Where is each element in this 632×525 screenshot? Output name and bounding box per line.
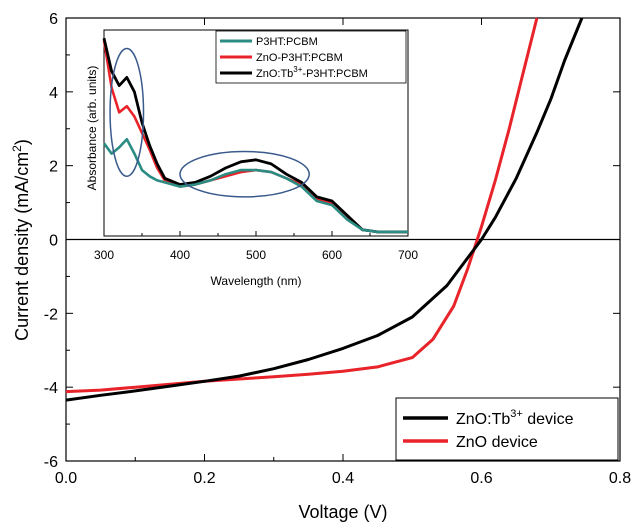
y-tick-label-4: 4: [49, 85, 58, 102]
x-tick-label-0-0: 0.0: [55, 470, 77, 487]
legend-tb-device-tail: device: [523, 411, 574, 428]
x-axis-label: Voltage (V): [298, 502, 387, 522]
inset-x-axis-label: Wavelength (nm): [211, 274, 302, 288]
legend-label-tb-device: ZnO:Tb3+ device: [456, 408, 574, 428]
inset-series-p3ht-pcbm: [102, 137, 408, 234]
inset-legend-tb-main: ZnO:Tb: [256, 68, 293, 80]
inset-y-axis-label: Absorbance (arb. units): [85, 66, 99, 191]
y-tick-label-2: -2: [44, 306, 58, 323]
inset-legend-label-p3ht: P3HT:PCBM: [256, 36, 318, 48]
inset-chart: 300 400 500 600 700 Wavelength (nm) Absorban…: [85, 29, 418, 288]
x-tick-label-0-4: 0.4: [332, 470, 354, 487]
inset-annotation-ellipse-1: [109, 47, 145, 178]
inset-legend-tb-tail: -P3HT:PCBM: [302, 68, 367, 80]
y-tick-label-6: 6: [49, 11, 58, 28]
legend-label-zno-device: ZnO device: [456, 434, 538, 451]
main-series-lines: [65, 17, 584, 402]
y-tick-label-2: 2: [49, 159, 58, 176]
series-line-zno-device: [65, 17, 539, 394]
y-axis-label-close: ): [12, 139, 32, 145]
inset-legend: P3HT:PCBM ZnO-P3HT:PCBM ZnO:Tb3+-P3HT:PC…: [215, 30, 407, 84]
y-tick-label-6: -6: [44, 454, 58, 471]
x-tick-label-0-6: 0.6: [470, 470, 492, 487]
x-tick-label-0-8: 0.8: [609, 470, 631, 487]
legend-tb-device-main: ZnO:Tb: [456, 411, 510, 428]
inset-x-tick-label-600: 600: [322, 248, 342, 262]
inset-x-tick-label-400: 400: [170, 248, 190, 262]
inset-x-tick-label-500: 500: [246, 248, 266, 262]
inset-tick-labels: 300 400 500 600 700: [94, 248, 418, 262]
y-axis-label-sup: 2: [10, 145, 24, 152]
series-line-zno-tb-device: [65, 17, 584, 402]
main-legend: ZnO:Tb3+ device ZnO device: [395, 397, 619, 461]
main-axis-ticks: [65, 17, 621, 462]
inset-annotation-ellipses: [109, 47, 310, 198]
y-tick-label-0: 0: [49, 233, 58, 250]
inset-x-tick-label-300: 300: [94, 248, 114, 262]
inset-legend-tb-sup: 3+: [293, 65, 302, 74]
main-legend-box: [395, 397, 619, 461]
y-tick-label-4: -4: [44, 380, 58, 397]
x-tick-label-0-2: 0.2: [193, 470, 215, 487]
inset-series-zno-p3ht-pcbm: [102, 40, 408, 234]
y-axis-label: Current density (mA/cm2): [10, 139, 32, 341]
inset-annotation-ellipse-2: [179, 150, 310, 198]
inset-series-lines: [102, 37, 408, 234]
y-axis-label-main: Current density (mA/cm: [12, 152, 32, 341]
inset-legend-label-zno: ZnO-P3HT:PCBM: [256, 52, 343, 64]
legend-tb-device-sup: 3+: [510, 408, 523, 420]
inset-x-tick-label-700: 700: [398, 248, 418, 262]
inset-series-zno-tb-p3ht-pcbm: [102, 37, 408, 234]
inset-legend-label-tb: ZnO:Tb3+-P3HT:PCBM: [256, 65, 368, 80]
inset-axis-ticks: [103, 231, 409, 236]
main-tick-labels: 0.0 0.2 0.4 0.6 0.8 -6 -4 -2 0 2 4 6: [44, 11, 631, 487]
